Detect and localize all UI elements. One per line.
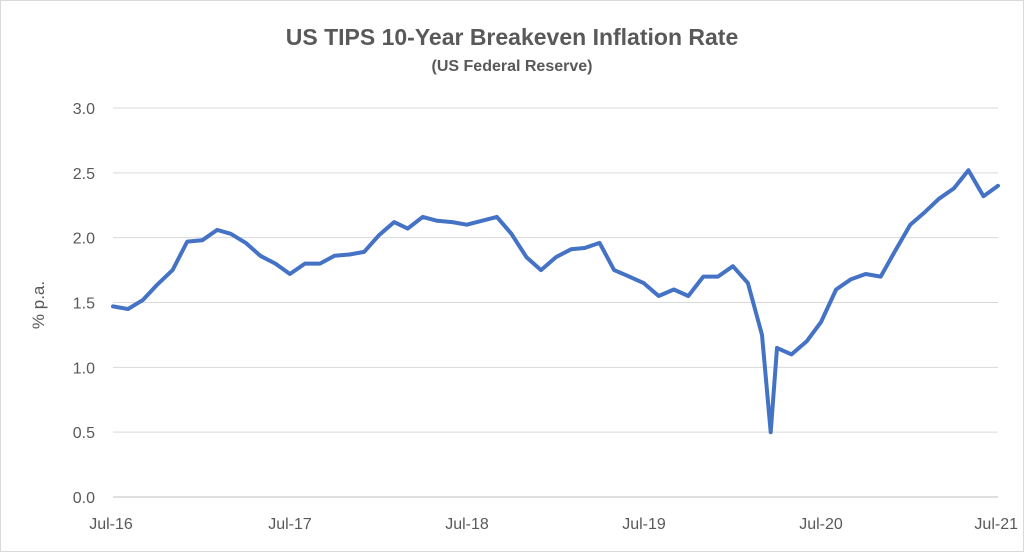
y-tick-label: 1.5 <box>73 296 95 313</box>
series-line <box>111 168 1000 435</box>
y-tick-label: 2.5 <box>73 166 95 183</box>
x-tick-label: Jul-21 <box>974 516 1018 533</box>
y-tick-label: 0.5 <box>73 425 95 442</box>
x-tick-label: Jul-18 <box>445 516 489 533</box>
gridlines <box>113 107 998 498</box>
y-tick-label: 2.0 <box>73 231 95 248</box>
chart-subtitle: (US Federal Reserve) <box>431 58 593 75</box>
x-tick-label: Jul-19 <box>622 516 666 533</box>
x-tick-label: Jul-20 <box>799 516 843 533</box>
x-tick-labels: Jul-16 Jul-17 Jul-18 Jul-19 Jul-20 Jul-21 <box>89 516 1018 533</box>
x-tick-label: Jul-17 <box>268 516 312 533</box>
y-tick-label: 0.0 <box>73 490 95 507</box>
y-tick-labels: 0.0 0.5 1.0 1.5 2.0 2.5 3.0 <box>73 101 95 507</box>
x-tick-label: Jul-16 <box>89 516 133 533</box>
y-axis-label: % p.a. <box>29 281 48 329</box>
y-tick-label: 1.0 <box>73 360 95 377</box>
y-tick-label: 3.0 <box>73 101 95 118</box>
chart-title: US TIPS 10-Year Breakeven Inflation Rate <box>285 24 739 50</box>
